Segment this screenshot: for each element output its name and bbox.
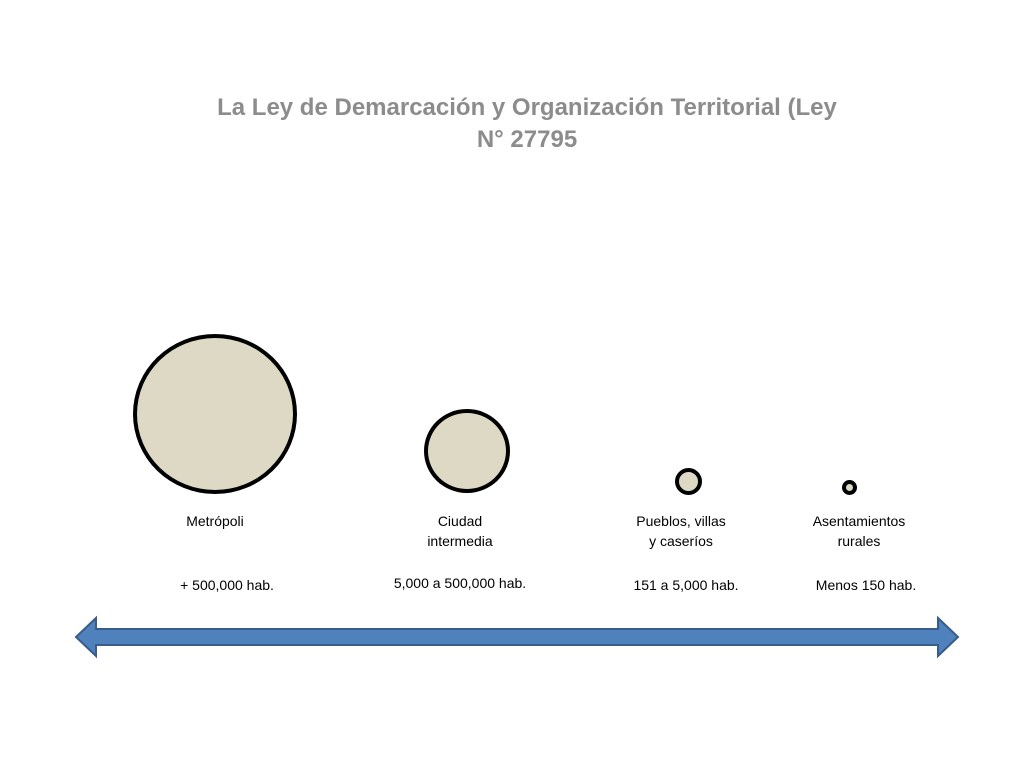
label-metropoli-line-1: Metrópoli xyxy=(186,513,244,529)
label-ciudad-intermedia-line-2: intermedia xyxy=(427,533,493,549)
pueblos-circle xyxy=(675,468,702,495)
label-ciudad-intermedia: Ciudad intermedia xyxy=(370,511,550,551)
slide-title-line-2: N° 27795 xyxy=(476,126,578,153)
pop-metropoli: + 500,000 hab. xyxy=(180,577,274,593)
asentamientos-circle xyxy=(842,480,857,495)
pop-ciudad-intermedia: 5,000 a 500,000 hab. xyxy=(393,575,527,591)
label-asentamientos-line-1: Asentamientos xyxy=(812,513,906,529)
label-pueblos-line-2: y caseríos xyxy=(649,533,713,549)
double-arrow-shape xyxy=(74,615,960,659)
double-arrow-icon xyxy=(74,615,960,659)
ciudad-intermedia-circle xyxy=(424,409,510,493)
slide-title: La Ley de Demarcación y Organización Ter… xyxy=(140,92,914,156)
label-pueblos: Pueblos, villas y caseríos xyxy=(591,511,771,551)
pop-asentamientos: Menos 150 hab. xyxy=(815,577,917,593)
metropoli-circle xyxy=(133,334,297,494)
label-metropoli: Metrópoli xyxy=(125,511,305,531)
pop-pueblos: 151 a 5,000 hab. xyxy=(633,577,739,593)
label-pueblos-line-1: Pueblos, villas xyxy=(636,513,726,529)
label-asentamientos: Asentamientos rurales xyxy=(769,511,949,551)
slide-title-line-1: La Ley de Demarcación y Organización Ter… xyxy=(217,94,837,121)
label-asentamientos-line-2: rurales xyxy=(837,533,881,549)
label-ciudad-intermedia-line-1: Ciudad xyxy=(437,513,483,529)
